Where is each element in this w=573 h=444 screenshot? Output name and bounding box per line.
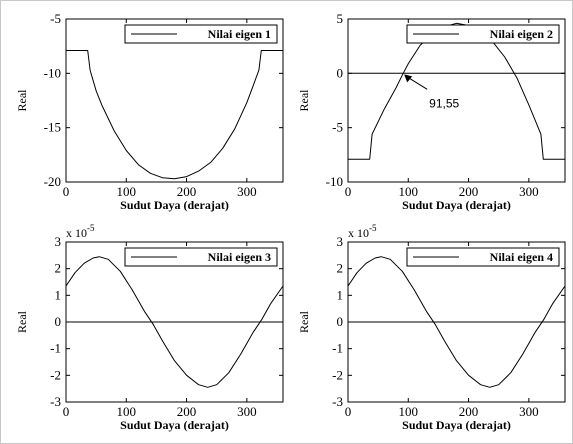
x-tick-label: 0 — [63, 184, 70, 199]
chart-panel-3: 0 100 200 300 3 2 1 0 -1 -2 -3 Sudut Daya (derajat)… — [15, 223, 284, 432]
y-tick-label: -5 — [50, 11, 61, 26]
y-tick-label: 2 — [55, 261, 62, 276]
legend-label: Nilai eigen 1 — [208, 27, 271, 41]
y-multiplier: x 10-5 — [348, 223, 377, 240]
legend-label: Nilai eigen 2 — [490, 27, 553, 41]
x-tick-label: 0 — [63, 404, 70, 419]
x-tick-label: 300 — [237, 404, 257, 419]
chart-panel-2: 0 100 200 300 5 0 -5 -10 Sudut Daya (derajat) Rea… — [297, 11, 566, 212]
y-tick-label: 3 — [55, 234, 62, 249]
plot-frame — [347, 18, 566, 183]
y-tick-label: -5 — [332, 120, 343, 135]
series-line — [347, 256, 566, 388]
x-tick-label: 0 — [345, 184, 352, 199]
y-tick-label: -2 — [50, 367, 61, 382]
y-tick-label: -1 — [50, 341, 61, 356]
x-tick-label: 100 — [117, 404, 137, 419]
y-tick-label: 0 — [55, 314, 62, 329]
y-tick-label: 0 — [337, 65, 344, 80]
y-tick-label: 2 — [337, 261, 344, 276]
chart-panel-1: 0 100 200 300 -5 -10 -15 -20 Sudut Daya (derajat… — [15, 11, 284, 212]
y-tick-label: -2 — [332, 367, 343, 382]
x-axis-label: Sudut Daya (derajat) — [402, 198, 511, 212]
y-axis-label: Real — [297, 89, 311, 112]
legend-label: Nilai eigen 3 — [208, 250, 271, 264]
legend-box — [406, 247, 560, 267]
y-tick-label: -3 — [50, 394, 61, 409]
y-tick-label: 0 — [337, 314, 344, 329]
x-tick-label: 100 — [117, 184, 137, 199]
annotation-label: 91,55 — [429, 96, 459, 110]
y-tick-label: -10 — [326, 174, 343, 189]
x-tick-label: 300 — [237, 184, 257, 199]
legend-box — [124, 247, 278, 267]
y-axis-label: Real — [15, 89, 29, 112]
x-tick-label: 300 — [519, 404, 539, 419]
y-axis-label: Real — [15, 310, 29, 333]
chart-panel-4: 0 100 200 300 3 2 1 0 -1 -2 -3 Sudut Daya (derajat)… — [297, 223, 566, 432]
x-axis-label: Sudut Daya (derajat) — [402, 418, 511, 432]
x-tick-label: 200 — [177, 404, 197, 419]
x-tick-label: 100 — [399, 184, 419, 199]
series-line — [65, 256, 284, 388]
annotation-arrowhead — [404, 74, 413, 83]
plot-frame — [65, 18, 284, 183]
legend-label: Nilai eigen 4 — [490, 250, 553, 264]
legend-box — [406, 24, 560, 44]
x-tick-label: 200 — [459, 404, 479, 419]
x-tick-label: 300 — [519, 184, 539, 199]
x-axis-label: Sudut Daya (derajat) — [120, 198, 229, 212]
y-tick-label: -10 — [44, 65, 61, 80]
x-axis-label: Sudut Daya (derajat) — [120, 418, 229, 432]
y-multiplier: x 10-5 — [66, 223, 95, 240]
series-line — [66, 50, 283, 180]
y-tick-label: 5 — [337, 11, 344, 26]
y-tick-label: -1 — [332, 341, 343, 356]
y-tick-label: 1 — [55, 287, 62, 302]
legend-box — [124, 24, 278, 44]
y-tick-label: 3 — [337, 234, 344, 249]
x-tick-label: 200 — [459, 184, 479, 199]
x-tick-label: 100 — [399, 404, 419, 419]
y-tick-label: -15 — [44, 120, 61, 135]
y-axis-label: Real — [297, 310, 311, 333]
y-tick-label: -20 — [44, 174, 61, 189]
y-tick-label: 1 — [337, 287, 344, 302]
x-tick-label: 200 — [177, 184, 197, 199]
x-tick-label: 0 — [345, 404, 352, 419]
y-tick-label: -3 — [332, 394, 343, 409]
